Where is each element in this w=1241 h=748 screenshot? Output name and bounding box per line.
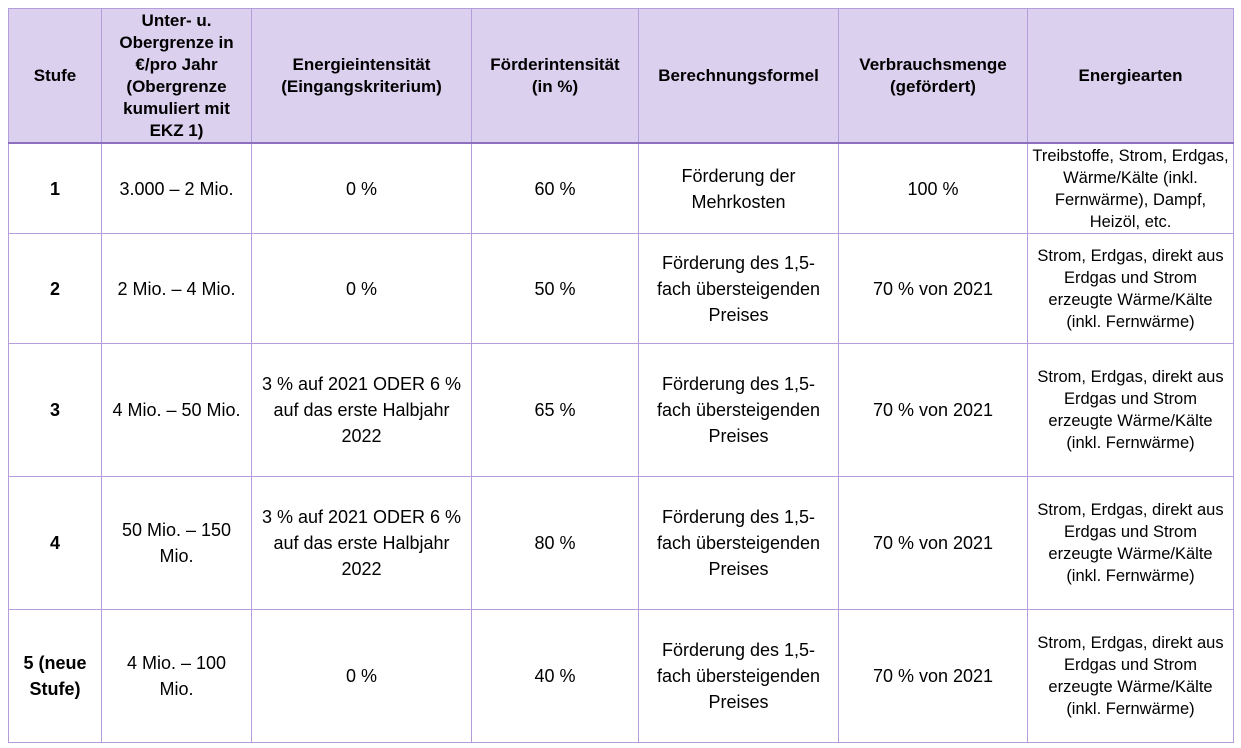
table-cell: 4	[8, 476, 102, 610]
table-cell: 0 %	[251, 142, 472, 234]
table-cell: Strom, Erdgas, direkt aus Erdgas und Str…	[1027, 476, 1234, 610]
table-cell: Förderung des 1,5-fach übersteigenden Pr…	[638, 609, 839, 743]
table-cell: 100 %	[838, 142, 1028, 234]
table-cell: 70 % von 2021	[838, 233, 1028, 344]
table-cell: 80 %	[471, 476, 639, 610]
table-body: 1 3.000 – 2 Mio. 0 % 60 % Förderung der Mehr…	[8, 142, 1234, 743]
table-cell: 70 % von 2021	[838, 343, 1028, 477]
table-cell: 3 % auf 2021 ODER 6 % auf das erste Halb…	[251, 343, 472, 477]
table-cell: 2 Mio. – 4 Mio.	[101, 233, 252, 344]
table-cell: 2	[8, 233, 102, 344]
column-header: Unter- u. Obergrenze in €/pro Jahr (Ober…	[101, 8, 252, 144]
table-row: 1 3.000 – 2 Mio. 0 % 60 % Förderung der Mehr…	[8, 142, 1234, 234]
table-cell: 50 Mio. – 150 Mio.	[101, 476, 252, 610]
column-header: Stufe	[8, 8, 102, 144]
table-cell: 1	[8, 142, 102, 234]
table-cell: 0 %	[251, 609, 472, 743]
table-cell: 4 Mio. – 100 Mio.	[101, 609, 252, 743]
table-cell: 70 % von 2021	[838, 476, 1028, 610]
table-cell: Strom, Erdgas, direkt aus Erdgas und Str…	[1027, 343, 1234, 477]
column-header: Berechnungsformel	[638, 8, 839, 144]
table-cell: 3 % auf 2021 ODER 6 % auf das erste Halb…	[251, 476, 472, 610]
table-cell: 0 %	[251, 233, 472, 344]
table-cell: 5 (neue Stufe)	[8, 609, 102, 743]
column-header: Förderintensität (in %)	[471, 8, 639, 144]
table-cell: 3.000 – 2 Mio.	[101, 142, 252, 234]
table-cell: 50 %	[471, 233, 639, 344]
table-cell: 4 Mio. – 50 Mio.	[101, 343, 252, 477]
column-header: Energieintensität (Eingangskriterium)	[251, 8, 472, 144]
funding-table: Stufe Unter- u. Obergrenze in €/pro Jahr …	[8, 8, 1234, 743]
table-cell: Strom, Erdgas, direkt aus Erdgas und Str…	[1027, 233, 1234, 344]
table-cell: Förderung des 1,5-fach übersteigenden Pr…	[638, 233, 839, 344]
table-cell: Förderung des 1,5-fach übersteigenden Pr…	[638, 343, 839, 477]
table-cell: Strom, Erdgas, direkt aus Erdgas und Str…	[1027, 609, 1234, 743]
table-cell: Förderung der Mehrkosten	[638, 142, 839, 234]
column-header: Energiearten	[1027, 8, 1234, 144]
table-cell: Treibstoffe, Strom, Erdgas, Wärme/Kälte …	[1027, 142, 1234, 234]
table-cell: 3	[8, 343, 102, 477]
table-cell: 40 %	[471, 609, 639, 743]
table-cell: 60 %	[471, 142, 639, 234]
table-cell: 65 %	[471, 343, 639, 477]
table-cell: 70 % von 2021	[838, 609, 1028, 743]
table-row: 4 50 Mio. – 150 Mio. 3 % auf 2021 ODER 6 %…	[8, 476, 1234, 610]
header-row: Stufe Unter- u. Obergrenze in €/pro Jahr …	[8, 8, 1234, 144]
column-header: Verbrauchsmenge (gefördert)	[838, 8, 1028, 144]
table-row: 5 (neue Stufe) 4 Mio. – 100 Mio. 0 % 40 % Fö…	[8, 609, 1234, 743]
table-cell: Förderung des 1,5-fach übersteigenden Pr…	[638, 476, 839, 610]
